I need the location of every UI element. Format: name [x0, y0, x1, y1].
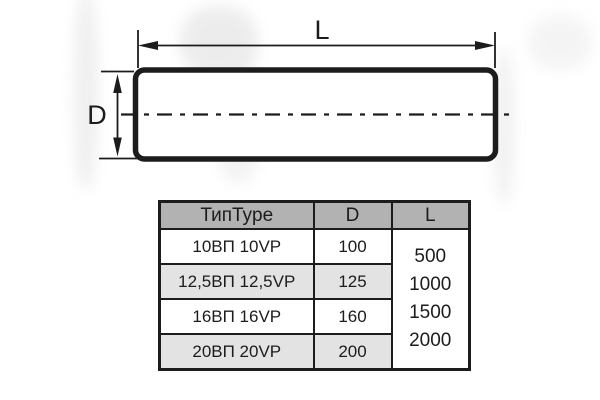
table-row: 12,5ВП 12,5VP 125	[158, 263, 470, 300]
d-cell: 125	[312, 263, 393, 300]
length-label: L	[314, 15, 329, 45]
d-cell: 100	[312, 228, 393, 265]
arrow-up-icon	[113, 74, 122, 93]
diameter-label: D	[87, 100, 107, 130]
arrow-down-icon	[113, 137, 122, 157]
spec-table: ТипType D L 10ВП 10VP 100 500 1000 1500 …	[158, 200, 471, 371]
col-header-d: D	[312, 200, 393, 230]
background-watermark	[528, 15, 592, 70]
type-cell: 10ВП 10VP	[158, 228, 315, 265]
length-value: 500	[414, 246, 447, 267]
diameter-dimension: D	[87, 70, 140, 160]
length-value: 2000	[409, 330, 452, 351]
arrow-left-icon	[138, 41, 158, 50]
type-cell: 16ВП 16VP	[158, 298, 315, 335]
d-cell: 200	[312, 333, 393, 371]
arrow-right-icon	[475, 41, 495, 50]
length-value: 1000	[409, 274, 452, 295]
type-cell: 20ВП 20VP	[158, 333, 315, 371]
length-value: 1500	[409, 302, 452, 323]
table-row: 20ВП 20VP 200	[158, 333, 470, 371]
d-cell: 160	[312, 298, 393, 335]
duct-diagram: L D	[87, 15, 512, 162]
type-cell: 12,5ВП 12,5VP	[158, 263, 315, 300]
l-cell: 500 1000 1500 2000	[390, 228, 471, 371]
table-row: 16ВП 16VP 160	[158, 298, 470, 335]
table-row: 10ВП 10VP 100 500 1000 1500 2000	[158, 228, 471, 371]
col-header-type: ТипType	[158, 200, 315, 230]
length-dimension: L	[137, 15, 496, 68]
background-watermark	[494, 50, 514, 205]
header-row: ТипType D L	[158, 200, 471, 230]
col-header-l: L	[390, 200, 471, 230]
background-watermark	[74, 0, 98, 190]
